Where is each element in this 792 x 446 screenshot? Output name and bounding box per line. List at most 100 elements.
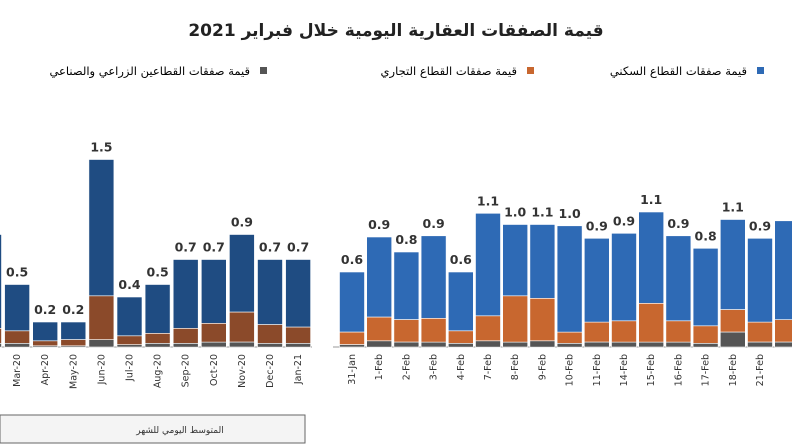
monthly-tick-label: Dec-20 <box>265 354 276 388</box>
daily-bar-agri_industrial <box>420 341 447 348</box>
monthly-bar-residential <box>32 321 59 342</box>
daily-value-label: 0.9 <box>423 216 445 231</box>
daily-bar-commercial <box>529 297 556 342</box>
daily-bar-commercial <box>502 295 529 343</box>
monthly-tick-label: Nov-20 <box>237 354 248 388</box>
daily-bar-commercial <box>638 302 665 343</box>
monthly-bar-agri_industrial <box>201 341 227 348</box>
daily-value-label: 0.8 <box>395 232 417 247</box>
monthly-group-frame <box>0 414 306 444</box>
monthly-bar-agri_industrial <box>88 339 115 348</box>
daily-value-label: 1.1 <box>640 192 662 207</box>
monthly-bar-residential <box>201 259 227 324</box>
daily-bar-agri_industrial <box>393 341 420 348</box>
monthly-bar-agri_industrial <box>4 342 30 348</box>
daily-plot: 0.6 31-Jan 0.9 1-Feb 0.8 2-Feb 0.9 3-Feb 0.6 4-Fe… <box>333 192 792 386</box>
daily-value-label: 1.1 <box>722 200 744 215</box>
monthly-value-label: 1.5 <box>90 140 112 155</box>
monthly-tick-label: Oct-20 <box>209 354 220 386</box>
daily-bar-residential <box>529 224 556 299</box>
legend-swatch-commercial <box>527 67 534 74</box>
daily-bar-commercial <box>611 320 637 343</box>
monthly-bar-commercial <box>285 326 311 344</box>
daily-bar-residential <box>393 251 420 320</box>
monthly-value-label: 0.2 <box>34 302 56 317</box>
chart-title: قيمة الصفقات العقارية اليومية خلال فبراي… <box>188 21 603 41</box>
monthly-bar-agri_industrial <box>257 342 283 348</box>
monthly-bar-agri_industrial <box>229 341 255 348</box>
daily-bar-agri_industrial <box>611 341 637 348</box>
monthly-tick-label: Jun-20 <box>96 354 107 385</box>
monthly-group-box: المتوسط اليومي للشهر <box>0 414 306 444</box>
daily-bar-agri_industrial <box>692 342 719 348</box>
daily-value-label: 1.0 <box>504 205 526 220</box>
daily-bar-agri_industrial <box>719 331 746 348</box>
daily-value-label: 1.1 <box>531 205 553 220</box>
monthly-tick-label: Jul-20 <box>125 354 136 382</box>
daily-bar-residential <box>502 224 529 297</box>
monthly-value-label: 0.7 <box>175 240 197 255</box>
daily-tick-label: 9-Feb <box>537 354 548 380</box>
daily-bar-commercial <box>556 331 583 344</box>
daily-bar-commercial <box>475 315 501 342</box>
daily-bar-agri_industrial <box>774 341 792 348</box>
daily-bar-agri_industrial <box>447 342 474 348</box>
daily-tick-label: 8-Feb <box>510 354 521 380</box>
monthly-bar-residential <box>172 259 199 329</box>
monthly-value-label: 0.7 <box>287 240 309 255</box>
daily-bar-residential <box>638 211 665 304</box>
daily-tick-label: 15-Feb <box>646 354 657 386</box>
legend-label-agri-industrial: قيمة صفقات القطاعين الزراعي والصناعي <box>49 64 250 79</box>
daily-bar-commercial <box>774 319 792 343</box>
legend: قيمة صفقات القطاع السكني قيمة صفقات القط… <box>49 64 764 79</box>
monthly-bar-commercial <box>116 335 143 345</box>
monthly-tick-label: Sep-20 <box>181 354 192 387</box>
monthly-bar-residential <box>4 284 30 332</box>
daily-tick-label: 18-Feb <box>728 354 739 386</box>
monthly-tick-label: Apr-20 <box>40 354 51 385</box>
monthly-bar-commercial <box>257 324 283 344</box>
monthly-value-label: 0.5 <box>147 265 169 280</box>
daily-value-label: 0.8 <box>695 228 717 243</box>
daily-bar-residential <box>611 233 637 322</box>
daily-tick-label: 10-Feb <box>565 354 576 386</box>
daily-bar-agri_industrial <box>556 342 583 348</box>
daily-bar-agri_industrial <box>583 341 610 348</box>
monthly-bar-residential <box>285 259 311 328</box>
daily-value-label: 0.9 <box>667 216 689 231</box>
daily-bar-commercial <box>393 319 420 343</box>
monthly-bar-commercial <box>201 322 227 343</box>
monthly-bar-residential <box>60 321 87 340</box>
daily-value-label: 1.0 <box>559 206 581 221</box>
monthly-value-label: 0.5 <box>6 265 28 280</box>
daily-bar-residential <box>747 238 773 323</box>
monthly-value-label: 0.4 <box>118 277 140 292</box>
monthly-bar-commercial <box>88 295 115 340</box>
daily-bar-agri_industrial <box>339 344 365 348</box>
daily-value-label: 0.9 <box>586 218 608 233</box>
monthly-tick-label: Aug-20 <box>153 354 164 388</box>
daily-tick-label: 4-Feb <box>456 354 467 380</box>
monthly-bar-residential <box>88 159 115 297</box>
daily-bar-residential <box>665 235 692 322</box>
monthly-plot: 0.9 0.5 Mar-20 0.2 Apr-20 0.2 May-20 1.5 Jun-20 0… <box>0 140 312 389</box>
daily-value-label: 0.6 <box>341 252 363 267</box>
daily-bar-agri_industrial <box>638 341 665 348</box>
monthly-bar-residential <box>229 234 255 313</box>
monthly-value-label: 0.7 <box>203 240 225 255</box>
daily-bar-agri_industrial <box>366 340 393 348</box>
monthly-group-label: المتوسط اليومي للشهر <box>135 426 223 436</box>
legend-label-commercial: قيمة صفقات القطاع التجاري <box>381 64 517 79</box>
monthly-bar-residential <box>257 259 283 325</box>
monthly-value-label: 0.7 <box>259 240 281 255</box>
daily-bar-agri_industrial <box>747 341 773 348</box>
daily-bar-agri_industrial <box>665 341 692 348</box>
daily-tick-label: 7-Feb <box>483 354 494 380</box>
daily-tick-label: 1-Feb <box>374 354 385 380</box>
daily-tick-label: 21-Feb <box>755 354 766 386</box>
daily-bar-agri_industrial <box>502 341 529 348</box>
daily-tick-label: 31-Jan <box>347 354 358 385</box>
daily-bar-agri_industrial <box>529 340 556 348</box>
legend-swatch-residential <box>757 67 764 74</box>
